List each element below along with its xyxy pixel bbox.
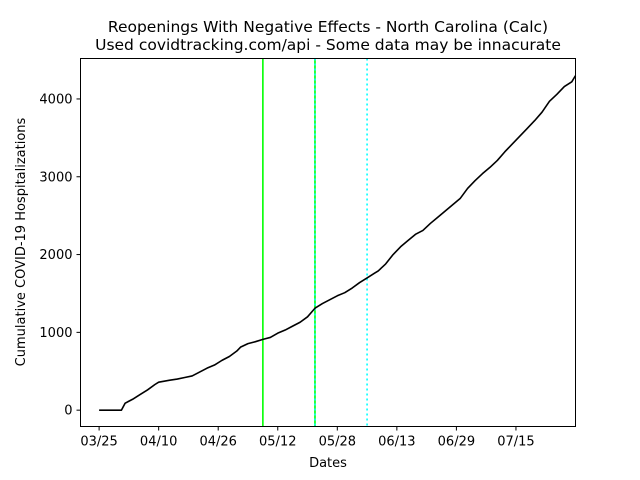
x-tick-label: 04/26 [199,435,236,450]
series-line-0 [99,75,577,411]
y-tick-label: 2000 [39,248,72,263]
chart-title: Reopenings With Negative Effects - North… [108,18,548,36]
x-tick-label: 04/10 [140,435,177,450]
x-tick-label: 06/29 [438,435,475,450]
y-axis: 0 1000 2000 3000 4000 [39,92,81,419]
y-tick-label: 1000 [39,326,72,341]
y-tick-label: 3000 [39,170,72,185]
chart-marks [99,58,577,427]
y-tick-label: 0 [64,404,72,419]
x-tick-label: 03/25 [80,435,117,450]
chart-subtitle: Used covidtracking.com/api - Some data m… [95,36,561,54]
x-tick-label: 05/28 [319,435,356,450]
x-tick-label: 06/13 [378,435,415,450]
x-axis: 03/25 04/10 04/26 05/12 05/28 06/13 06/29 07/15 [80,426,535,450]
y-tick-label: 4000 [39,92,72,107]
x-tick-label: 07/15 [497,435,534,450]
plot-frame [80,58,576,427]
x-axis-label: Dates [309,456,347,471]
x-tick-label: 05/12 [259,435,296,450]
y-axis-label: Cumulative COVID-19 Hospitalizations [14,117,29,366]
